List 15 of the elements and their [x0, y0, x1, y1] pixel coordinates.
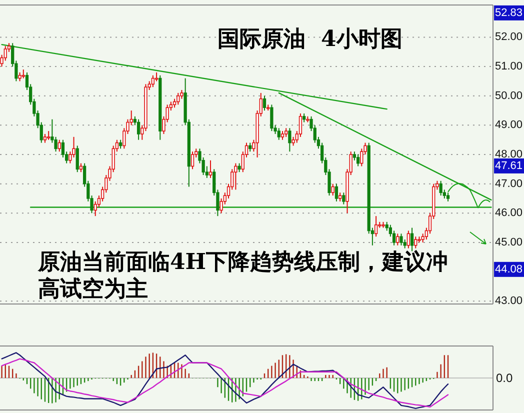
y-tick-label: 46.00 [495, 207, 523, 220]
y-tick-label: 44.08 [495, 263, 523, 276]
text: 0.0 [496, 371, 514, 385]
y-tick-label: 48.00 [495, 148, 523, 160]
y-tick-label: 43.00 [495, 295, 523, 308]
text: 国际原油 4小时图 [218, 26, 402, 52]
y-tick-label: 47.00 [495, 178, 523, 190]
y-tick-label: 45.00 [495, 236, 523, 248]
y-tick-label: 47.61 [495, 160, 523, 172]
y-tick-label: 52.83 [495, 6, 523, 19]
y-tick-label: 49.00 [495, 119, 523, 132]
y-tick-label: 50.00 [495, 90, 523, 102]
y-tick-label: 51.00 [495, 60, 523, 73]
y-tick-label: 52.00 [495, 31, 523, 44]
annotation: 原油当前面临4H下降趋势线压制，建议冲高试空为主 [37, 249, 448, 302]
